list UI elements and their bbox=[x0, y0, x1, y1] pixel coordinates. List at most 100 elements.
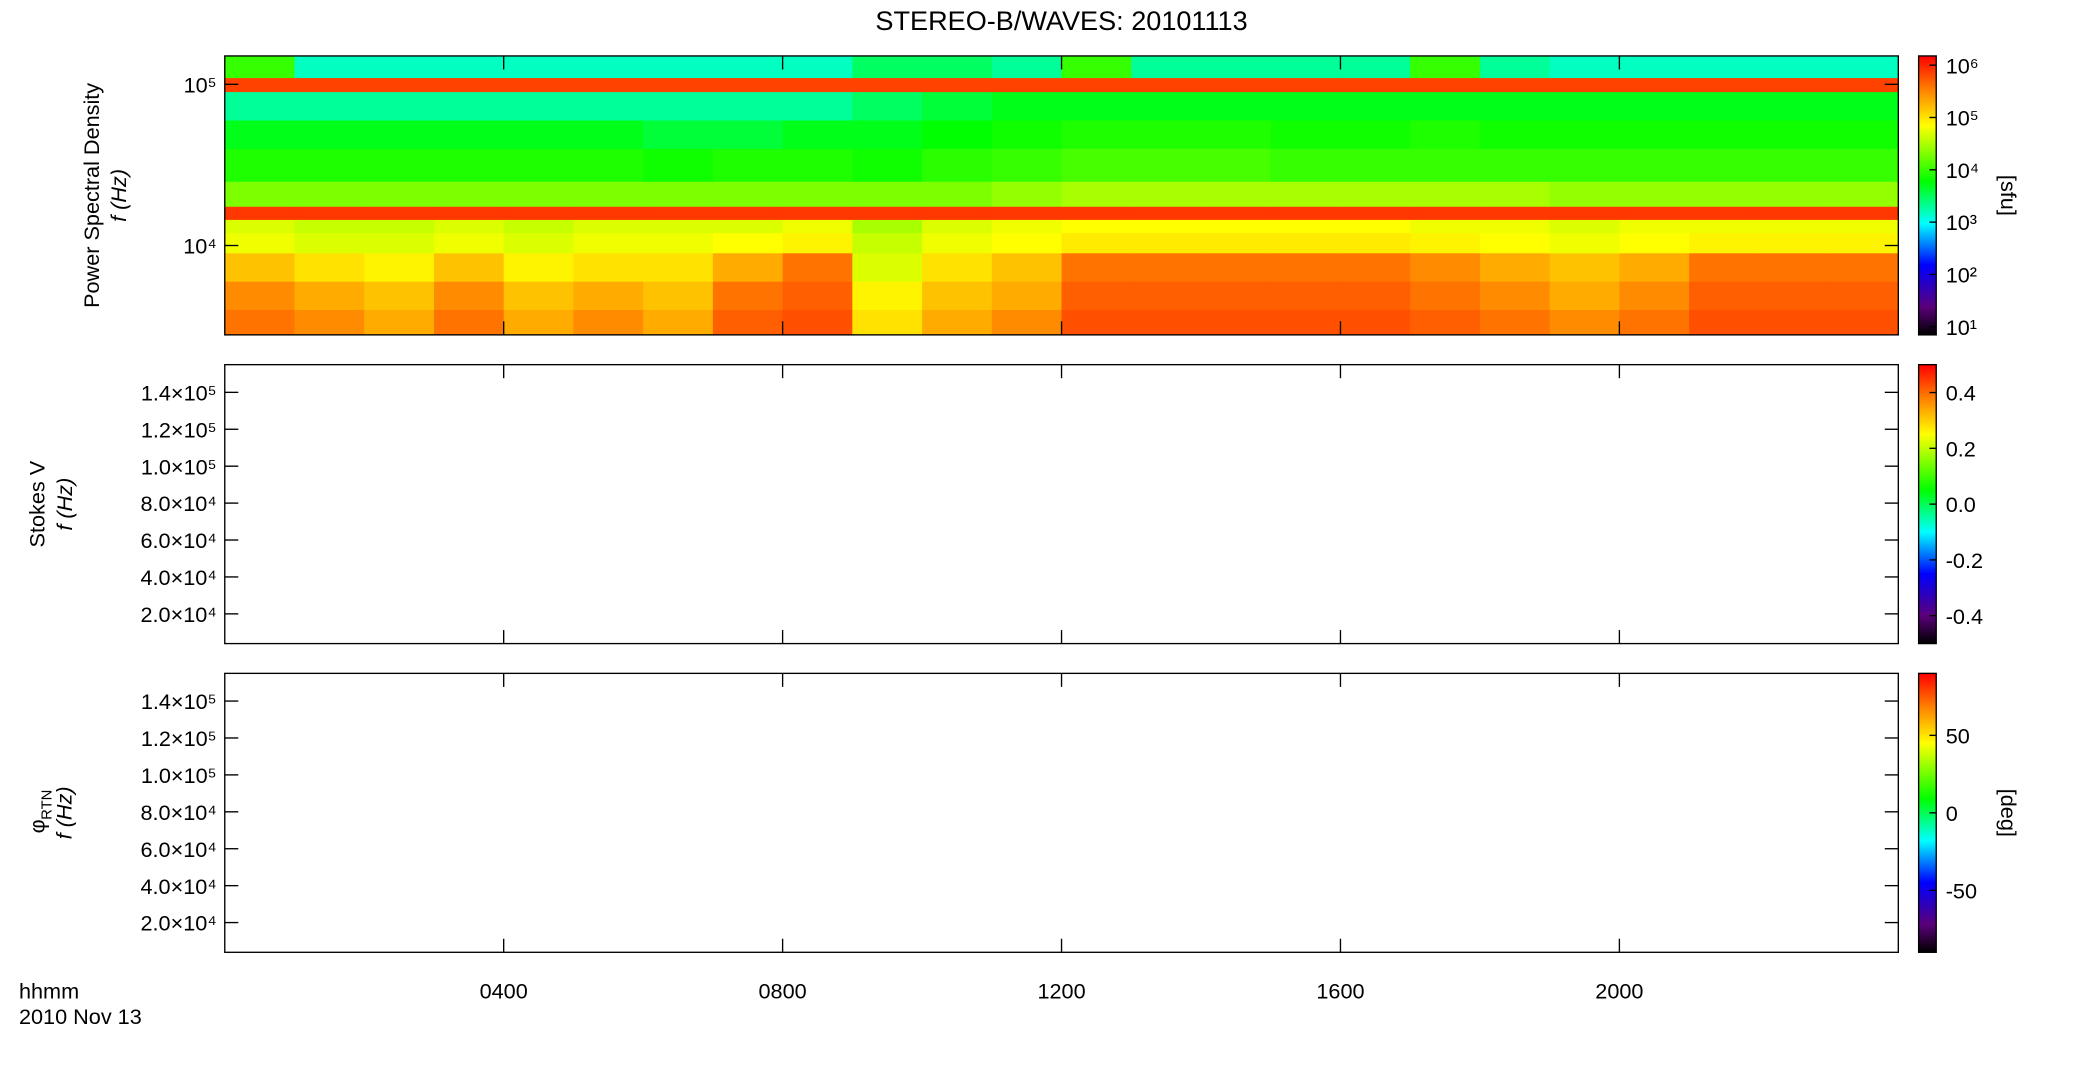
heatmap-cell bbox=[991, 206, 1063, 220]
heatmap-cell bbox=[1270, 120, 1342, 149]
heatmap-cell bbox=[922, 91, 993, 121]
y-axis-label: Power Spectral Density bbox=[79, 83, 104, 308]
heatmap-cell bbox=[852, 148, 923, 182]
heatmap-cell bbox=[1828, 77, 1899, 93]
heatmap-cell bbox=[922, 148, 993, 182]
heatmap-cell bbox=[1828, 120, 1899, 149]
heatmap-cell bbox=[1689, 120, 1760, 149]
heatmap-cell bbox=[1270, 77, 1342, 93]
heatmap-cell bbox=[1549, 252, 1621, 282]
heatmap-cell bbox=[1410, 55, 1481, 79]
y-axis-label: f (Hz) bbox=[52, 786, 77, 839]
heatmap-cell bbox=[643, 309, 714, 336]
colorbar-tick-label: 10³ bbox=[1946, 210, 1977, 235]
heatmap-cell bbox=[1549, 148, 1621, 182]
x-tick-label: 0400 bbox=[480, 978, 528, 1003]
heatmap-cell bbox=[1410, 281, 1481, 311]
y-tick-label: 6.0×10⁴ bbox=[140, 528, 216, 553]
heatmap-cell bbox=[224, 120, 296, 149]
heatmap-cell bbox=[922, 252, 993, 282]
heatmap-cell bbox=[1689, 309, 1760, 336]
heatmap-cell bbox=[1549, 77, 1621, 93]
heatmap-cell bbox=[433, 120, 505, 149]
heatmap-cell bbox=[1828, 252, 1899, 282]
y-tick-label: 1.2×10⁵ bbox=[141, 417, 217, 442]
heatmap-cell bbox=[1131, 77, 1202, 93]
heatmap-cell bbox=[294, 148, 365, 182]
heatmap-cell bbox=[1689, 181, 1760, 207]
heatmap-cell bbox=[712, 181, 784, 207]
heatmap-cell bbox=[1828, 55, 1899, 79]
heatmap-cell bbox=[294, 91, 365, 121]
heatmap-cell bbox=[573, 148, 644, 182]
heatmap-cell bbox=[643, 55, 714, 79]
heatmap-cell bbox=[1479, 219, 1551, 234]
heatmap-cell bbox=[1340, 91, 1411, 121]
heatmap-cell bbox=[1758, 55, 1830, 79]
heatmap-cell bbox=[643, 281, 714, 311]
heatmap-cell bbox=[1549, 91, 1621, 121]
y-tick-label: 8.0×10⁴ bbox=[140, 800, 216, 825]
heatmap-cell bbox=[364, 148, 435, 182]
heatmap-cell bbox=[433, 148, 505, 182]
heatmap-cell bbox=[1061, 77, 1132, 93]
heatmap-cell bbox=[1340, 120, 1411, 149]
heatmap-cell bbox=[1201, 120, 1272, 149]
heatmap-cell bbox=[1061, 206, 1132, 220]
y-axis-label: φ bbox=[25, 819, 50, 833]
heatmap-cell bbox=[1619, 219, 1690, 234]
heatmap-cell bbox=[503, 206, 575, 220]
heatmap-cell bbox=[712, 148, 784, 182]
heatmap-cell bbox=[364, 252, 435, 282]
heatmap-cell bbox=[852, 206, 923, 220]
heatmap-cell bbox=[1201, 206, 1272, 220]
heatmap-cell bbox=[1340, 77, 1411, 93]
heatmap-cell bbox=[782, 309, 854, 336]
heatmap-cell bbox=[712, 91, 784, 121]
heatmap-cell bbox=[1689, 252, 1760, 282]
heatmap-cell bbox=[1340, 55, 1411, 79]
heatmap-cell bbox=[1479, 55, 1551, 79]
heatmap-cell bbox=[643, 232, 714, 254]
heatmap-cell bbox=[922, 309, 993, 336]
heatmap-cell bbox=[1758, 181, 1830, 207]
heatmap-cell bbox=[503, 219, 575, 234]
heatmap-cell bbox=[503, 91, 575, 121]
y-tick-label: 1.0×10⁵ bbox=[141, 763, 217, 788]
heatmap-cell bbox=[433, 232, 505, 254]
heatmap-cell bbox=[782, 232, 854, 254]
heatmap-cell bbox=[782, 55, 854, 79]
heatmap-cell bbox=[224, 77, 296, 93]
y-tick-label: 1.2×10⁵ bbox=[141, 726, 217, 751]
heatmap-cell bbox=[712, 309, 784, 336]
y-axis-label: f (Hz) bbox=[52, 478, 77, 531]
heatmap-cell bbox=[1131, 232, 1202, 254]
heatmap-cell bbox=[1619, 77, 1690, 93]
heatmap-cell bbox=[712, 232, 784, 254]
heatmap-cell bbox=[1061, 232, 1132, 254]
heatmap-cell bbox=[573, 77, 644, 93]
heatmap-cell bbox=[1479, 148, 1551, 182]
heatmap-cell bbox=[1758, 252, 1830, 282]
heatmap-cell bbox=[1061, 148, 1132, 182]
heatmap-cell bbox=[1201, 252, 1272, 282]
heatmap-cell bbox=[782, 148, 854, 182]
colorbar-tick-label: 0.2 bbox=[1946, 436, 1976, 461]
colorbar-tick-label: 10⁴ bbox=[1946, 158, 1979, 183]
colorbar-tick-label: 10¹ bbox=[1946, 315, 1977, 340]
heatmap-cell bbox=[643, 219, 714, 234]
y-tick-label: 8.0×10⁴ bbox=[140, 491, 216, 516]
heatmap-cell bbox=[224, 55, 296, 79]
heatmap-cell bbox=[1689, 232, 1760, 254]
heatmap-cell bbox=[1061, 252, 1132, 282]
heatmap-cell bbox=[1410, 232, 1481, 254]
colorbar-tick-label: 0.0 bbox=[1946, 492, 1976, 517]
heatmap-cell bbox=[364, 55, 435, 79]
heatmap-cell bbox=[1619, 120, 1690, 149]
heatmap-cell bbox=[224, 232, 296, 254]
heatmap-cell bbox=[712, 252, 784, 282]
heatmap-cell bbox=[712, 120, 784, 149]
heatmap-cell bbox=[1061, 55, 1132, 79]
heatmap-cell bbox=[1479, 281, 1551, 311]
date-label: 2010 Nov 13 bbox=[19, 1004, 142, 1029]
